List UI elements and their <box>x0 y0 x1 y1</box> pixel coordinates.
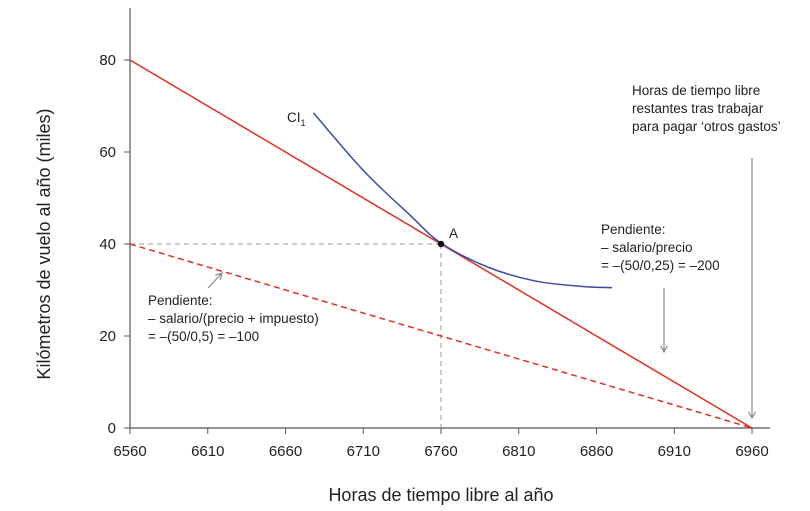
annotation-slope-no-tax: = –(50/0,25) = –200 <box>601 258 720 273</box>
y-axis-label: Kilómetros de vuelo al año (miles) <box>34 108 54 379</box>
arrow-slope-tax-head <box>215 272 223 280</box>
annotation-slope-tax: = –(50/0,5) = –100 <box>148 329 259 344</box>
x-tick-label: 6960 <box>735 443 768 460</box>
y-tick-label: 0 <box>108 420 116 437</box>
annotation-slope-tax: – salario/(precio + impuesto) <box>148 311 319 326</box>
x-tick-label: 6560 <box>113 443 146 460</box>
annotation-leisure-hours: para pagar ‘otros gastos’ <box>632 119 781 134</box>
x-axis-label: Horas de tiempo libre al año <box>328 485 553 505</box>
curve-label: CI1 <box>287 110 306 128</box>
x-tick-label: 6810 <box>502 443 535 460</box>
y-tick-label: 60 <box>99 144 116 161</box>
curve-label-sub: 1 <box>301 118 306 128</box>
x-tick-label: 6710 <box>347 443 380 460</box>
x-tick-label: 6610 <box>191 443 224 460</box>
budget-line-with-tax <box>129 243 753 429</box>
x-tick-label: 6660 <box>269 443 302 460</box>
x-tick-label: 6860 <box>580 443 613 460</box>
annotation-slope-no-tax: Pendiente: <box>601 222 666 237</box>
annotation-slope-tax: Pendiente: <box>148 293 213 308</box>
x-tick-label: 6760 <box>424 443 457 460</box>
point-a-label: A <box>449 226 458 241</box>
annotation-leisure-hours: Horas de tiempo libre <box>632 83 760 98</box>
y-tick-label: 40 <box>99 236 116 253</box>
x-tick-label: 6910 <box>658 443 691 460</box>
y-tick-label: 20 <box>99 328 116 345</box>
y-tick-label: 80 <box>99 52 116 69</box>
arrow-leisure-hours-head <box>748 411 756 420</box>
annotation-leisure-hours: restantes tras trabajar <box>632 101 764 116</box>
annotation-slope-no-tax: – salario/precio <box>601 240 693 255</box>
arrow-slope-tax <box>207 272 223 289</box>
curve-label-main: CI <box>287 110 301 125</box>
point-a <box>437 240 445 248</box>
indifference-curve <box>312 112 613 289</box>
arrow-slope-no-tax-head <box>660 345 668 354</box>
